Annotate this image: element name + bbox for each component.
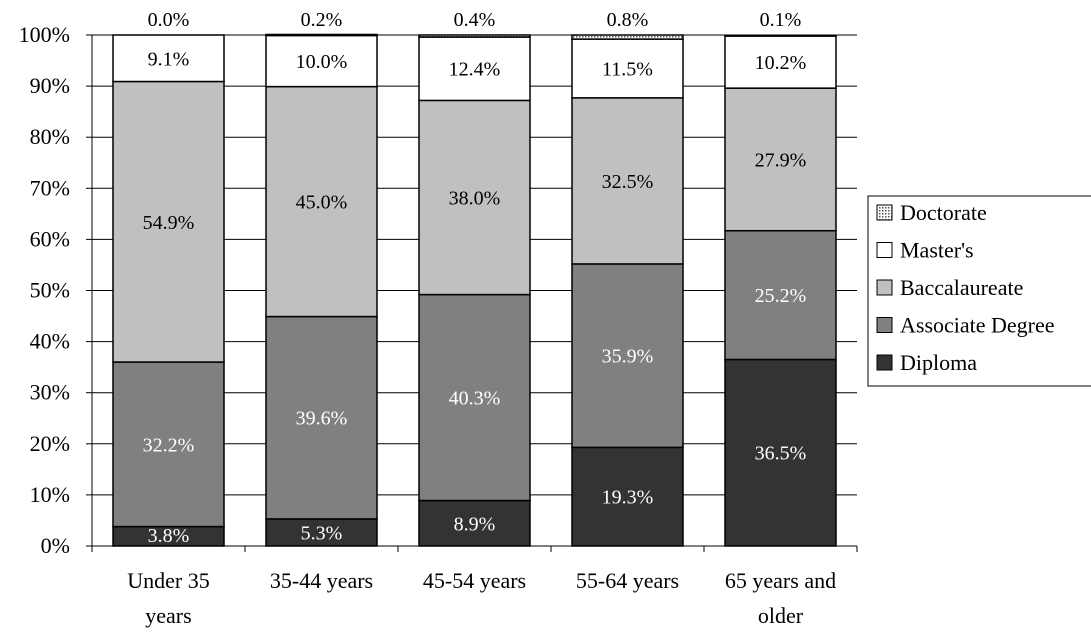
bar-segment-diploma: [418, 499, 531, 547]
bar-segment-doctorate: [265, 33, 378, 37]
legend-label-associate-degree: Associate Degree: [900, 313, 1055, 338]
data-label: 0.1%: [760, 9, 802, 31]
bar-segment-master-s: [724, 35, 837, 89]
bar-segment-master-s: [112, 34, 225, 83]
data-label: 25.2%: [755, 285, 807, 307]
bar-segment-associate-degree: [724, 229, 837, 361]
legend-box: [867, 195, 1091, 387]
bar-segment-associate-degree: [571, 263, 684, 449]
x-tick-label: 35-44 years: [270, 568, 373, 593]
legend-swatch-baccalaureate: [876, 279, 893, 296]
legend-label-master-s: Master's: [900, 238, 974, 263]
data-label: 39.6%: [296, 408, 348, 430]
bar-segment-master-s: [571, 38, 684, 99]
bar-segment-associate-degree: [112, 361, 225, 528]
legend-swatch-associate-degree: [876, 317, 893, 333]
legend-swatch-doctorate: [876, 204, 893, 221]
bar-segment-associate-degree: [418, 293, 531, 502]
bar-segment-diploma: [724, 358, 837, 547]
data-labels: 3.8% 32.2% 54.9% 9.1% 0.0% 5.3% 39.6% 45.0% 10.0…: [143, 9, 807, 547]
x-tick-label: Under 35: [127, 568, 209, 593]
x-tick-label: 65 years and: [725, 568, 836, 593]
data-label: 38.0%: [449, 187, 501, 209]
legend-label-diploma: Diploma: [900, 350, 977, 375]
x-tick-label: 45-54 years: [423, 568, 526, 593]
data-label: 10.2%: [755, 52, 807, 74]
data-label: 11.5%: [602, 58, 653, 80]
x-tick-label: 55-64 years: [576, 568, 679, 593]
y-tick-label: 90%: [30, 73, 70, 98]
y-tick-label: 70%: [30, 175, 70, 200]
legend-swatch-master-s: [876, 242, 893, 258]
legend: Doctorate Master's Baccalaureate Associate …: [867, 195, 1091, 387]
data-label: 5.3%: [301, 522, 343, 544]
bar-segment-doctorate: [724, 34, 837, 37]
bar-segment-master-s: [265, 34, 378, 88]
data-label: 35.9%: [602, 346, 654, 368]
y-tick-label: 60%: [30, 226, 70, 251]
data-label: 40.3%: [449, 388, 501, 410]
data-label: 9.1%: [148, 48, 190, 70]
bar-segment-baccalaureate: [418, 99, 531, 296]
data-label: 8.9%: [454, 513, 496, 535]
y-tick-label: 10%: [30, 482, 70, 507]
data-label: 54.9%: [143, 212, 195, 234]
y-tick-label: 20%: [30, 431, 70, 456]
bar-segment-baccalaureate: [112, 80, 225, 363]
y-tick-label: 80%: [30, 124, 70, 149]
legend-label-baccalaureate: Baccalaureate: [900, 275, 1023, 300]
y-tick-label: 50%: [30, 278, 70, 303]
data-label: 0.0%: [148, 9, 190, 31]
data-label: 19.3%: [602, 487, 654, 509]
y-tick-label: 40%: [30, 329, 70, 354]
bar-segment-associate-degree: [265, 315, 378, 520]
data-label: 36.5%: [755, 443, 807, 465]
data-label: 10.0%: [296, 51, 348, 73]
bar-segment-master-s: [418, 36, 531, 102]
legend-label-doctorate: Doctorate: [900, 200, 987, 225]
bar-segment-baccalaureate: [265, 85, 378, 318]
data-label: 27.9%: [755, 149, 807, 171]
x-tick-label: years: [145, 603, 191, 628]
bars: [112, 33, 837, 547]
y-tick-label: 0%: [41, 533, 70, 558]
axes: 0% 10% 20% 30% 40% 50% 60% 70% 80% 90% 100% Under 3…: [19, 22, 858, 628]
bar-segment-baccalaureate: [724, 87, 837, 232]
data-label: 0.4%: [454, 9, 496, 31]
legend-swatch-diploma: [876, 354, 893, 371]
x-tick-label: older: [758, 603, 804, 628]
data-label: 3.8%: [148, 525, 190, 547]
data-label: 32.5%: [602, 171, 654, 193]
bar-segment-doctorate: [571, 34, 684, 40]
data-label: 0.2%: [301, 9, 343, 31]
data-label: 45.0%: [296, 192, 348, 214]
y-tick-label: 30%: [30, 380, 70, 405]
bar-segment-doctorate: [418, 34, 531, 38]
data-label: 32.2%: [143, 434, 195, 456]
bar-segment-diploma: [571, 446, 684, 547]
data-label: 12.4%: [449, 59, 501, 81]
data-label: 0.8%: [607, 9, 649, 31]
y-tick-label: 100%: [19, 22, 70, 47]
